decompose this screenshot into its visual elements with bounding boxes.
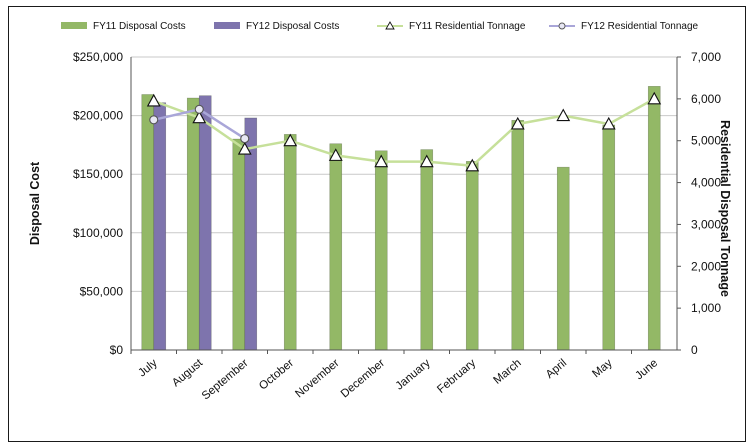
- y2-axis-title: Residential Disposal Tonnage: [718, 120, 732, 297]
- y-tick-label: $50,000: [80, 284, 124, 298]
- legend-label: FY12 Disposal Costs: [246, 21, 339, 32]
- y2-tick-label: 7,000: [691, 50, 721, 64]
- lines: [148, 93, 661, 171]
- bar-fy11: [603, 125, 615, 350]
- bar-fy11: [233, 139, 245, 350]
- y2-tick-label: 1,000: [691, 301, 721, 315]
- line-fy11-tonnage: [154, 99, 655, 166]
- x-tick-label: December: [339, 357, 387, 400]
- x-tick-label: September: [200, 357, 251, 402]
- bars: [142, 86, 661, 350]
- x-tick-label: November: [293, 357, 341, 400]
- point-fy12-tonnage: [150, 116, 158, 124]
- y-tick-label: $0: [110, 343, 124, 357]
- x-tick-label: October: [257, 357, 296, 393]
- point-fy12-tonnage: [195, 105, 203, 113]
- y2-tick-label: 3,000: [691, 217, 721, 231]
- gridlines: [131, 57, 677, 291]
- y2-tick-label: 0: [691, 343, 698, 357]
- y2-tick-label: 4,000: [691, 176, 721, 190]
- y-tick-label: $150,000: [73, 167, 123, 181]
- chart-frame: FY11 Disposal Costs FY12 Disposal Costs FY…: [8, 6, 746, 442]
- bar-fy11: [187, 98, 199, 350]
- legend: FY11 Disposal Costs FY12 Disposal Costs FY…: [61, 21, 699, 32]
- bar-fy11: [466, 161, 478, 350]
- x-tick-label: January: [394, 357, 433, 393]
- bar-fy11: [512, 120, 524, 350]
- x-tick-label: June: [633, 357, 660, 382]
- y-tick-label: $100,000: [73, 226, 123, 240]
- x-tick-label: July: [136, 357, 160, 379]
- axes: $0 $50,000 $100,000 $150,000 $200,000 $250,00…: [73, 50, 721, 402]
- y-tick-label: $200,000: [73, 109, 123, 123]
- y2-tick-label: 2,000: [691, 259, 721, 273]
- y-axis-title: Disposal Cost: [28, 161, 42, 245]
- bar-fy12: [154, 103, 166, 350]
- x-tick-label: August: [170, 357, 206, 390]
- bar-fy11: [557, 167, 569, 350]
- bar-fy12: [199, 96, 211, 350]
- legend-swatch: [61, 22, 87, 29]
- bar-fy11: [375, 151, 387, 350]
- y2-tick-label: 5,000: [691, 134, 721, 148]
- chart-svg: FY11 Disposal Costs FY12 Disposal Costs FY…: [9, 7, 747, 443]
- x-tick-label: March: [491, 357, 523, 387]
- legend-label: FY11 Residential Tonnage: [409, 21, 526, 32]
- y-tick-label: $250,000: [73, 50, 123, 64]
- legend-marker: [559, 23, 565, 29]
- y2-tick-label: 6,000: [691, 92, 721, 106]
- x-tick-label: May: [590, 357, 615, 380]
- legend-swatch: [214, 22, 240, 29]
- point-fy12-tonnage: [241, 135, 249, 143]
- x-tick-label: April: [544, 357, 569, 381]
- legend-label: FY12 Residential Tonnage: [581, 21, 699, 32]
- bar-fy11: [142, 95, 154, 350]
- bar-fy11: [330, 144, 342, 350]
- legend-label: FY11 Disposal Costs: [93, 21, 186, 32]
- bar-fy11: [648, 86, 660, 350]
- bar-fy11: [421, 150, 433, 350]
- x-tick-label: February: [435, 357, 478, 396]
- bar-fy11: [284, 134, 296, 350]
